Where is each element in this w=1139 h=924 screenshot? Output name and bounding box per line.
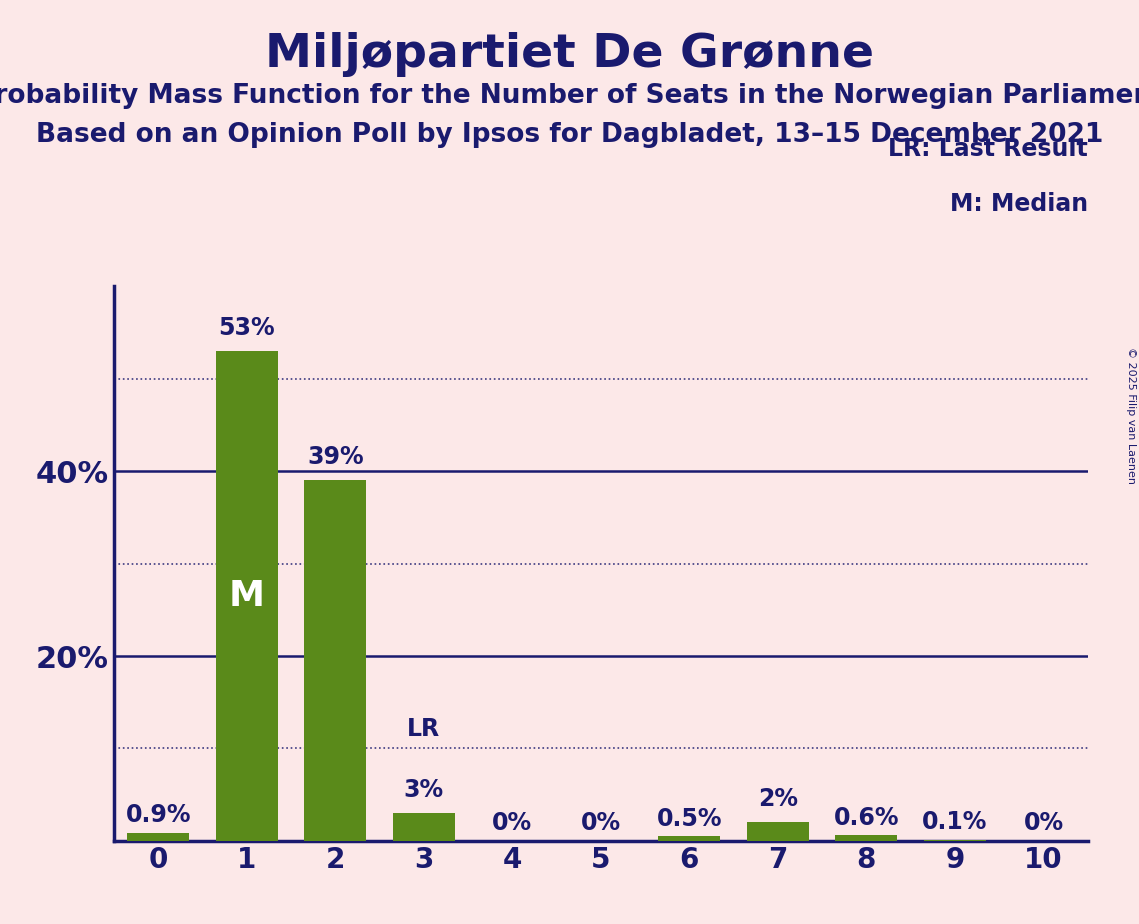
Text: © 2025 Filip van Laenen: © 2025 Filip van Laenen (1126, 347, 1136, 484)
Text: 0.1%: 0.1% (923, 810, 988, 834)
Bar (658, 836, 720, 841)
Text: 0%: 0% (1024, 811, 1064, 835)
Text: 0.6%: 0.6% (834, 806, 899, 830)
Bar (215, 351, 278, 841)
Text: 0%: 0% (492, 811, 532, 835)
Text: M: M (229, 579, 264, 613)
Bar (304, 480, 367, 841)
Text: Miljøpartiet De Grønne: Miljøpartiet De Grønne (265, 32, 874, 78)
Text: 3%: 3% (403, 778, 444, 802)
Text: 2%: 2% (757, 787, 798, 811)
Text: 0%: 0% (581, 811, 621, 835)
Text: LR: Last Result: LR: Last Result (888, 137, 1088, 161)
Text: Based on an Opinion Poll by Ipsos for Dagbladet, 13–15 December 2021: Based on an Opinion Poll by Ipsos for Da… (35, 122, 1104, 148)
Text: M: Median: M: Median (950, 192, 1088, 216)
Bar (128, 833, 189, 841)
Bar (924, 840, 986, 841)
Text: LR: LR (408, 717, 441, 741)
Bar (835, 835, 898, 841)
Bar (393, 813, 454, 841)
Text: 0.9%: 0.9% (125, 803, 191, 827)
Text: Probability Mass Function for the Number of Seats in the Norwegian Parliament: Probability Mass Function for the Number… (0, 83, 1139, 109)
Bar (747, 822, 809, 841)
Text: 39%: 39% (306, 445, 363, 469)
Text: 53%: 53% (219, 316, 274, 340)
Text: 0.5%: 0.5% (656, 807, 722, 831)
